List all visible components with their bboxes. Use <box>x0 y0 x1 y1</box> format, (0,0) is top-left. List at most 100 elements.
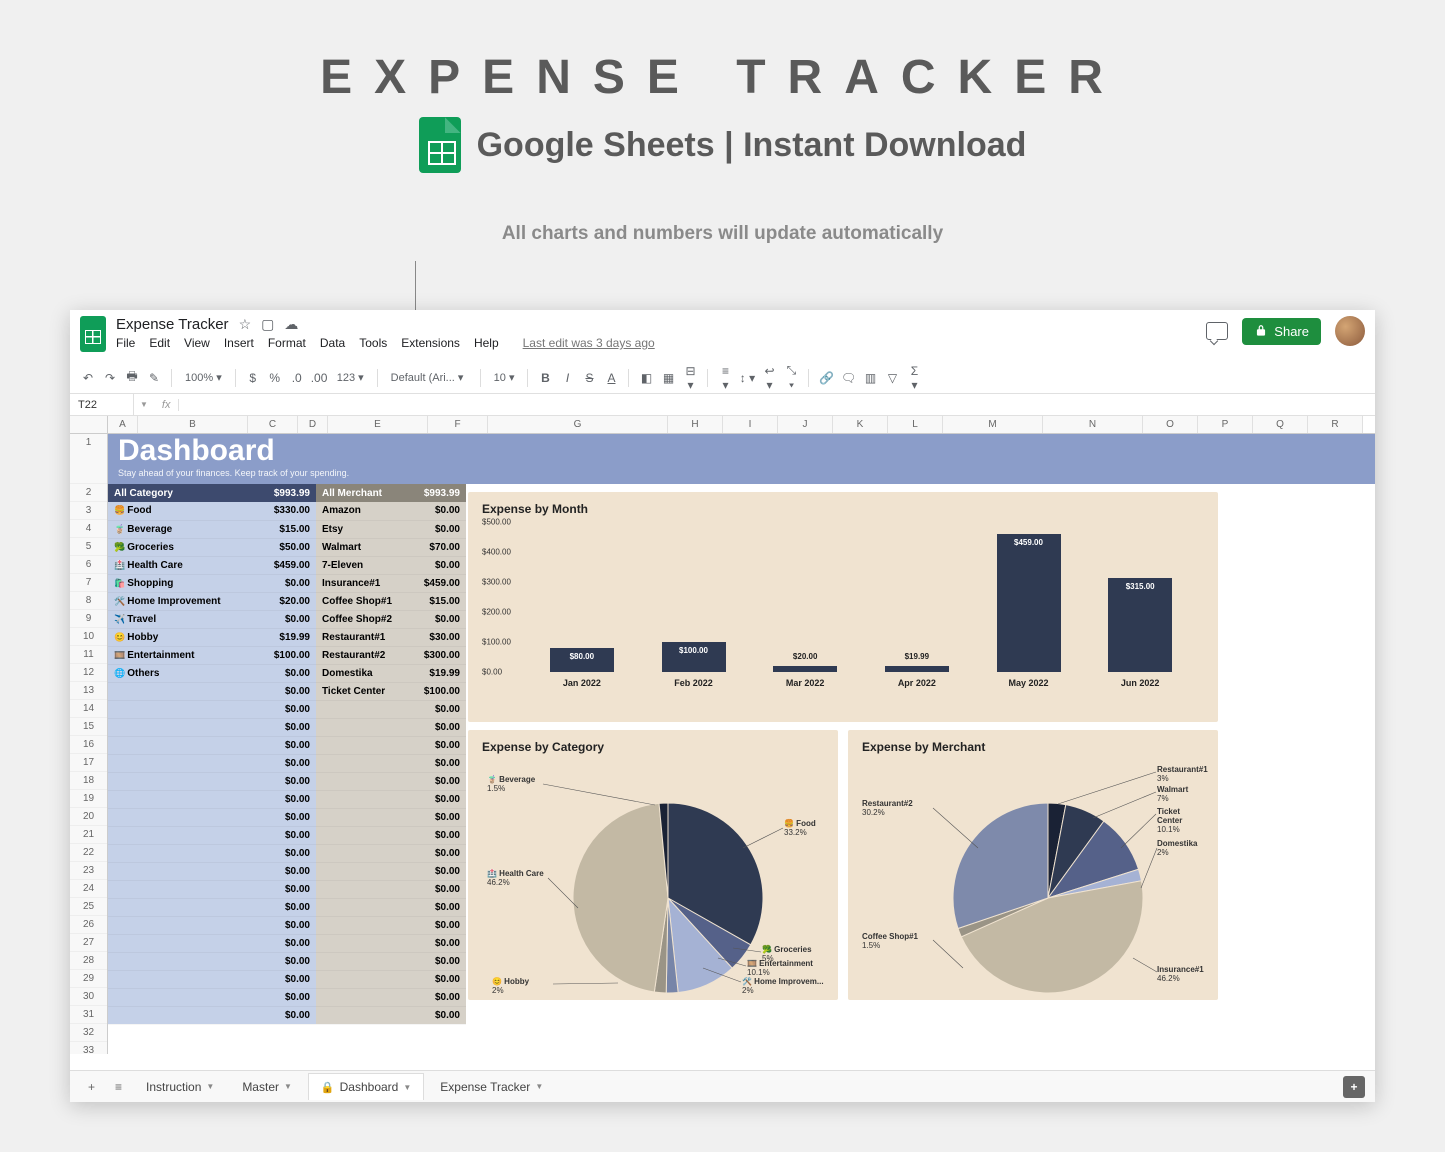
print-icon[interactable]: 🖶 <box>124 367 140 388</box>
col-header-N[interactable]: N <box>1043 416 1143 433</box>
col-header-K[interactable]: K <box>833 416 888 433</box>
row-header-7[interactable]: 7 <box>70 574 107 592</box>
borders-icon[interactable]: ▦ <box>660 371 676 385</box>
cloud-status-icon[interactable]: ☁ <box>284 316 298 333</box>
select-all-corner[interactable] <box>70 416 108 433</box>
row-header-22[interactable]: 22 <box>70 844 107 862</box>
col-header-Q[interactable]: Q <box>1253 416 1308 433</box>
sheet-tab-instruction[interactable]: Instruction▼ <box>134 1073 226 1100</box>
doc-title[interactable]: Expense Tracker <box>116 316 229 333</box>
menu-extensions[interactable]: Extensions <box>401 336 460 350</box>
row-header-13[interactable]: 13 <box>70 682 107 700</box>
undo-icon[interactable]: ↶ <box>80 371 96 385</box>
share-button[interactable]: Share <box>1242 318 1321 345</box>
col-header-J[interactable]: J <box>778 416 833 433</box>
row-header-9[interactable]: 9 <box>70 610 107 628</box>
last-edit-link[interactable]: Last edit was 3 days ago <box>523 336 655 350</box>
col-header-M[interactable]: M <box>943 416 1043 433</box>
row-header-33[interactable]: 33 <box>70 1042 107 1054</box>
row-header-18[interactable]: 18 <box>70 772 107 790</box>
row-header-12[interactable]: 12 <box>70 664 107 682</box>
percent-icon[interactable]: % <box>267 371 283 385</box>
fill-color-icon[interactable]: ◧ <box>638 371 654 385</box>
row-header-32[interactable]: 32 <box>70 1024 107 1042</box>
row-header-16[interactable]: 16 <box>70 736 107 754</box>
all-sheets-button[interactable]: ≡ <box>107 1076 130 1098</box>
col-header-G[interactable]: G <box>488 416 668 433</box>
row-header-17[interactable]: 17 <box>70 754 107 772</box>
menu-edit[interactable]: Edit <box>149 336 170 350</box>
zoom-select[interactable]: 100% ▾ <box>181 369 226 386</box>
row-header-26[interactable]: 26 <box>70 916 107 934</box>
link-icon[interactable]: 🔗 <box>818 371 834 385</box>
text-color-icon[interactable]: A <box>603 371 619 385</box>
wrap-icon[interactable]: ↩ ▾ <box>761 364 777 392</box>
namebox-dropdown-icon[interactable]: ▼ <box>134 400 154 409</box>
comment-history-icon[interactable] <box>1206 322 1228 340</box>
menu-data[interactable]: Data <box>320 336 345 350</box>
col-header-R[interactable]: R <box>1308 416 1363 433</box>
row-header-27[interactable]: 27 <box>70 934 107 952</box>
insert-chart-icon[interactable]: ▥ <box>862 371 878 385</box>
row-header-5[interactable]: 5 <box>70 538 107 556</box>
fontsize-select[interactable]: 10 ▾ <box>490 369 519 386</box>
col-header-E[interactable]: E <box>328 416 428 433</box>
menu-insert[interactable]: Insert <box>224 336 254 350</box>
col-header-B[interactable]: B <box>138 416 248 433</box>
col-header-C[interactable]: C <box>248 416 298 433</box>
valign-icon[interactable]: ↕ ▾ <box>739 371 755 385</box>
paint-format-icon[interactable]: ✎ <box>146 371 162 385</box>
bold-icon[interactable]: B <box>537 371 553 385</box>
col-header-D[interactable]: D <box>298 416 328 433</box>
col-header-F[interactable]: F <box>428 416 488 433</box>
row-header-2[interactable]: 2 <box>70 484 107 502</box>
user-avatar[interactable] <box>1335 316 1365 346</box>
number-format-select[interactable]: 123 ▾ <box>333 369 368 386</box>
rotate-icon[interactable]: ⤡ ▾ <box>783 363 799 393</box>
sheet-tab-master[interactable]: Master▼ <box>230 1073 304 1100</box>
row-header-19[interactable]: 19 <box>70 790 107 808</box>
menu-view[interactable]: View <box>184 336 210 350</box>
decrease-decimal-icon[interactable]: .0 <box>289 371 305 385</box>
cells-area[interactable]: Dashboard Stay ahead of your finances. K… <box>108 434 1375 1054</box>
add-sheet-button[interactable]: + <box>80 1076 103 1098</box>
col-header-P[interactable]: P <box>1198 416 1253 433</box>
row-header-30[interactable]: 30 <box>70 988 107 1006</box>
row-header-21[interactable]: 21 <box>70 826 107 844</box>
col-header-L[interactable]: L <box>888 416 943 433</box>
row-header-24[interactable]: 24 <box>70 880 107 898</box>
row-header-23[interactable]: 23 <box>70 862 107 880</box>
row-header-4[interactable]: 4 <box>70 520 107 538</box>
row-header-11[interactable]: 11 <box>70 646 107 664</box>
row-header-25[interactable]: 25 <box>70 898 107 916</box>
row-header-8[interactable]: 8 <box>70 592 107 610</box>
explore-button[interactable] <box>1343 1076 1365 1098</box>
col-header-H[interactable]: H <box>668 416 723 433</box>
comment-icon[interactable]: 🗨 <box>840 371 856 385</box>
font-select[interactable]: Default (Ari... ▾ <box>387 369 471 386</box>
menu-format[interactable]: Format <box>268 336 306 350</box>
col-header-I[interactable]: I <box>723 416 778 433</box>
row-header-3[interactable]: 3 <box>70 502 107 520</box>
italic-icon[interactable]: I <box>559 371 575 385</box>
functions-icon[interactable]: Σ ▾ <box>906 364 922 392</box>
increase-decimal-icon[interactable]: .00 <box>311 371 327 385</box>
sheet-tab-expense-tracker[interactable]: Expense Tracker▼ <box>428 1073 555 1100</box>
row-header-20[interactable]: 20 <box>70 808 107 826</box>
menu-tools[interactable]: Tools <box>359 336 387 350</box>
strikethrough-icon[interactable]: S <box>581 371 597 385</box>
menu-file[interactable]: File <box>116 336 135 350</box>
row-header-1[interactable]: 1 <box>70 434 107 484</box>
merge-icon[interactable]: ⊟ ▾ <box>682 364 698 392</box>
row-header-14[interactable]: 14 <box>70 700 107 718</box>
sheet-tab-dashboard[interactable]: 🔒Dashboard▼ <box>308 1073 424 1100</box>
col-header-O[interactable]: O <box>1143 416 1198 433</box>
row-header-6[interactable]: 6 <box>70 556 107 574</box>
menu-help[interactable]: Help <box>474 336 499 350</box>
sheets-logo-icon[interactable] <box>80 316 106 352</box>
redo-icon[interactable]: ↷ <box>102 371 118 385</box>
row-header-10[interactable]: 10 <box>70 628 107 646</box>
star-icon[interactable]: ☆ <box>239 316 252 333</box>
row-header-29[interactable]: 29 <box>70 970 107 988</box>
name-box[interactable]: T22 <box>70 394 134 415</box>
